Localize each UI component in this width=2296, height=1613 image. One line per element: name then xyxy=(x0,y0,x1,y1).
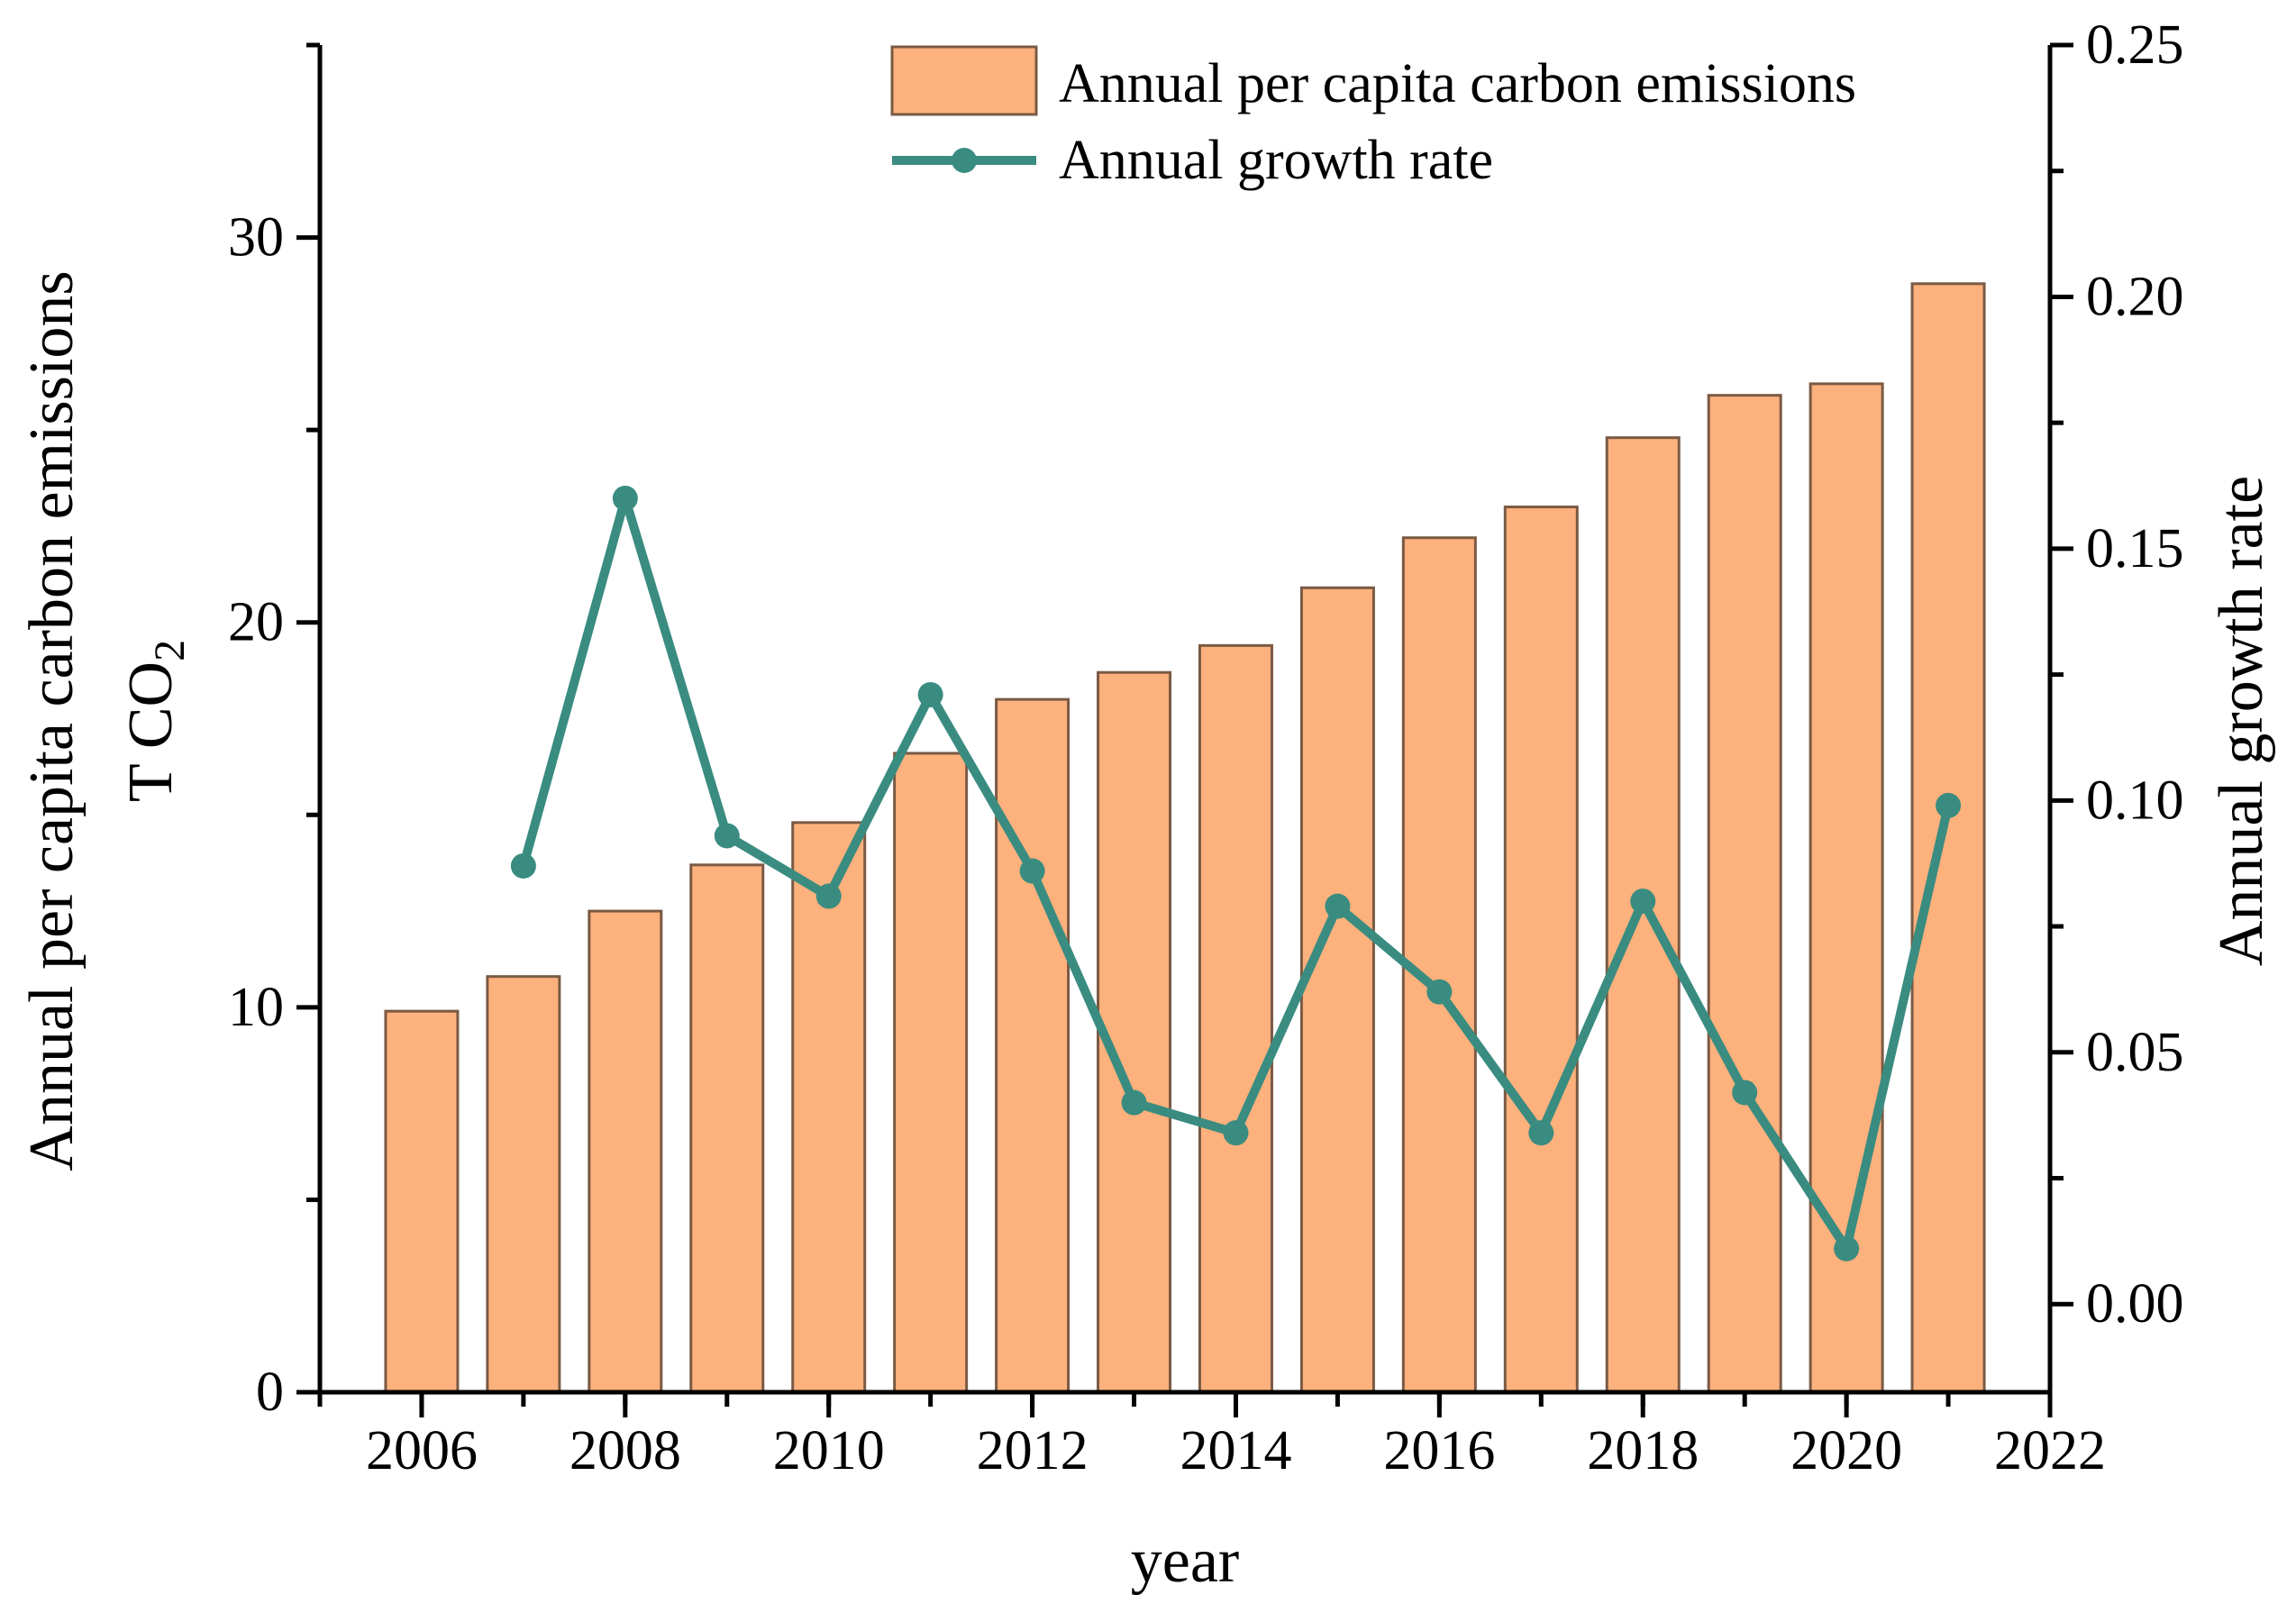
growth-point-2014 xyxy=(1223,1120,1249,1146)
bar-2019 xyxy=(1707,394,1782,1394)
bar-2018 xyxy=(1605,436,1681,1394)
growth-point-2009 xyxy=(714,823,740,849)
bar-2007 xyxy=(486,975,561,1394)
y-left-tick-label-30: 30 xyxy=(228,207,284,269)
y-right-tick-label-0.25: 0.25 xyxy=(2086,14,2184,76)
axes xyxy=(317,45,2053,1395)
y-right-tick-label-0.20: 0.20 xyxy=(2086,266,2184,327)
growth-point-2019 xyxy=(1732,1080,1758,1106)
y-left-axis-title: Annual per capita carbon emissions xyxy=(17,270,87,1171)
legend-label-growth: Annual growth rate xyxy=(1059,130,1493,191)
x-tick-label-2008: 2008 xyxy=(569,1420,681,1481)
bar-2010 xyxy=(791,821,867,1394)
bar-2011 xyxy=(893,752,969,1394)
y-left-unit-subscript: 2 xyxy=(146,640,194,661)
bar-2014 xyxy=(1198,643,1273,1394)
bar-2008 xyxy=(588,909,663,1394)
growth-point-2010 xyxy=(815,883,842,909)
y-left-axis-unit: T CO2 xyxy=(116,640,194,802)
legend-line-marker xyxy=(952,148,977,173)
growth-line-group xyxy=(510,485,1962,1262)
x-tick-label-2014: 2014 xyxy=(1180,1420,1291,1481)
growth-point-2012 xyxy=(1019,858,1045,884)
bar-2006 xyxy=(384,1009,460,1394)
bar-2017 xyxy=(1503,506,1579,1394)
y-right-tick-label-0.00: 0.00 xyxy=(2086,1273,2184,1335)
x-tick-label-2020: 2020 xyxy=(1790,1420,1902,1481)
bar-group xyxy=(384,282,1986,1394)
x-tick-label-2010: 2010 xyxy=(773,1420,885,1481)
growth-point-2021 xyxy=(1936,792,1962,818)
x-tick-label-2022: 2022 xyxy=(1994,1420,2106,1481)
growth-point-2008 xyxy=(612,485,638,511)
x-axis-title: year xyxy=(1131,1526,1239,1596)
x-tick-label-2016: 2016 xyxy=(1383,1420,1495,1481)
x-tick-label-2012: 2012 xyxy=(977,1420,1089,1481)
growth-point-2015 xyxy=(1325,893,1351,919)
growth-point-2017 xyxy=(1528,1120,1554,1146)
legend-bar-swatch xyxy=(890,45,1038,116)
legend-label-emissions: Annual per capita carbon emissions xyxy=(1059,53,1856,114)
x-tick-label-2006: 2006 xyxy=(366,1420,478,1481)
y-left-tick-label-20: 20 xyxy=(228,592,284,653)
tick-group: 2006 2008 2010 2012 2014 2016 2018 2020 2022 0 10 2… xyxy=(228,14,2184,1481)
y-right-tick-label-0.15: 0.15 xyxy=(2086,518,2184,579)
growth-point-2020 xyxy=(1834,1235,1860,1262)
y-left-tick-label-10: 10 xyxy=(228,977,284,1038)
growth-point-2011 xyxy=(917,681,943,707)
bar-2009 xyxy=(689,863,765,1394)
y-left-tick-label-0: 0 xyxy=(256,1362,284,1423)
y-right-tick-label-0.10: 0.10 xyxy=(2086,770,2184,831)
y-left-unit-text: T CO xyxy=(116,661,186,802)
growth-point-2007 xyxy=(510,852,536,879)
bar-2020 xyxy=(1809,382,1884,1394)
growth-point-2016 xyxy=(1426,979,1453,1005)
x-tick-label-2018: 2018 xyxy=(1587,1420,1699,1481)
growth-point-2013 xyxy=(1121,1089,1147,1116)
bar-2021 xyxy=(1910,282,1986,1394)
growth-point-2018 xyxy=(1630,889,1656,915)
bar-2012 xyxy=(995,697,1071,1394)
bar-2013 xyxy=(1097,670,1172,1394)
legend: Annual per capita carbon emissions Annual… xyxy=(890,45,1856,191)
bar-2015 xyxy=(1299,586,1375,1394)
y-right-tick-label-0.05: 0.05 xyxy=(2086,1022,2184,1083)
y-right-axis-title: Annual growth rate xyxy=(2207,476,2276,966)
bar-2016 xyxy=(1401,536,1477,1394)
